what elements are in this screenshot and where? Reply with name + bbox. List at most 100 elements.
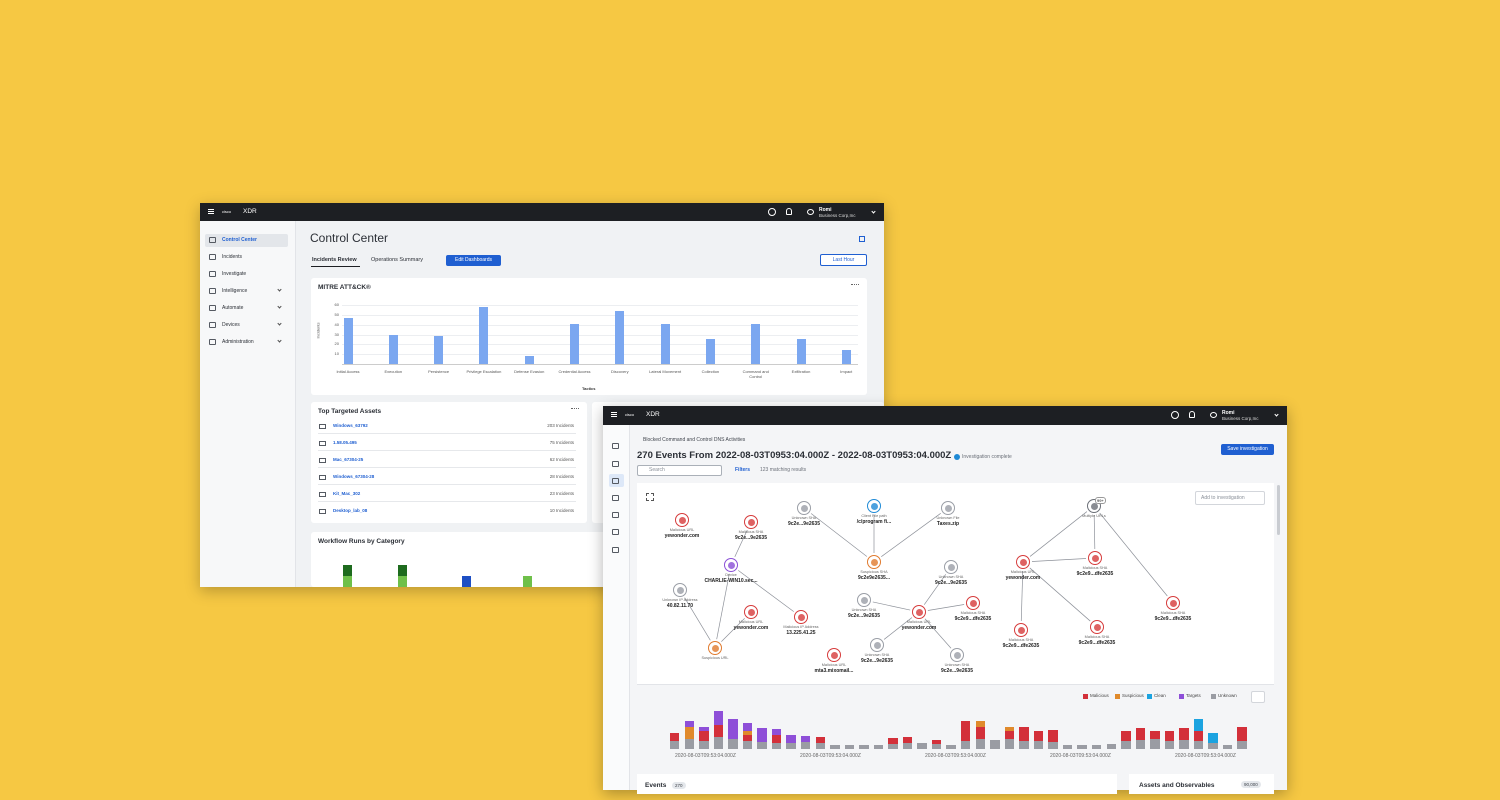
time-button[interactable]: Last Hour: [820, 254, 867, 266]
timeline-bar: [1033, 731, 1044, 741]
node-value[interactable]: 13.225.41.25: [786, 630, 816, 636]
nav-item[interactable]: Devices: [222, 322, 240, 328]
nav-item[interactable]: Investigate: [222, 271, 247, 277]
asset-name[interactable]: Windows_67304-28: [333, 474, 375, 479]
add-button[interactable]: Add to investigation: [1195, 491, 1265, 505]
nav-icon[interactable]: [612, 547, 619, 553]
asset-name[interactable]: Mac_67304-25: [333, 457, 364, 462]
asset-icon: [319, 509, 326, 514]
node-value[interactable]: 9c2e...9e2635: [848, 613, 880, 619]
nav-icon: [209, 288, 216, 294]
top-bar: [200, 203, 884, 221]
node-value[interactable]: 9c2e...9e2635: [935, 580, 967, 586]
menu-icon[interactable]: [208, 213, 214, 214]
card-title: Top Targeted Assets: [318, 408, 382, 415]
timeline-bar: [990, 740, 1000, 749]
asset-name[interactable]: Windows_63792: [333, 423, 368, 428]
x-tick-label: Collection: [701, 369, 720, 374]
asset-name[interactable]: 1.58.05.495: [333, 440, 357, 445]
node-value[interactable]: 9c2e9...dfe2635: [1076, 571, 1114, 577]
node-value[interactable]: 9c2e...9e2635: [788, 521, 820, 527]
nav-item[interactable]: Intelligence: [222, 288, 248, 294]
more-icon[interactable]: [851, 284, 859, 286]
timeline-bar: [800, 736, 811, 742]
menu-icon[interactable]: [611, 414, 617, 415]
x-tick-label: Command and Control: [742, 369, 769, 379]
timeline-bar: [1164, 731, 1175, 741]
node-label: Malicious URL: [821, 663, 847, 667]
menu-icon[interactable]: [208, 209, 214, 210]
timeline-bar: [873, 745, 884, 749]
time-label: 2020-08-03T09:53:04.000Z: [675, 753, 736, 759]
asset-name[interactable]: Desktop_lab_08: [333, 508, 368, 513]
nav-icon[interactable]: [612, 478, 619, 484]
timeline-bar: [1150, 739, 1160, 749]
node-value[interactable]: 40.82.11.70: [666, 603, 694, 609]
node-value[interactable]: Taxes.zip: [936, 521, 960, 527]
node-value[interactable]: yewonder.com: [733, 625, 769, 631]
workflow-bar: [462, 576, 471, 587]
user-icon[interactable]: [807, 209, 814, 215]
node-value[interactable]: CHARLIE-WIN10.sec...: [704, 578, 758, 584]
menu-icon[interactable]: [611, 416, 617, 417]
help-icon[interactable]: [1171, 411, 1179, 419]
nav-item[interactable]: Administration: [222, 339, 254, 345]
y-axis-label: Incidents: [315, 322, 321, 339]
collapse-button[interactable]: [1251, 691, 1265, 703]
timeline-bar: [1150, 731, 1160, 739]
nav-item[interactable]: Incidents: [222, 254, 243, 260]
help-icon[interactable]: [768, 208, 776, 216]
node-value[interactable]: yewonder.com: [1005, 575, 1041, 581]
timeline-bar: [670, 733, 680, 741]
node-value[interactable]: 9c2e...9e2635: [735, 535, 767, 541]
nav-icon[interactable]: [612, 495, 619, 501]
breadcrumb[interactable]: Blocked Command and Control DNS Activiti…: [643, 437, 746, 443]
node-value[interactable]: 9c2e9...dfe2635: [954, 616, 992, 622]
timeline-bar: [800, 742, 811, 749]
timeline-bar: [1193, 719, 1204, 731]
bell-icon[interactable]: [786, 208, 792, 215]
legend-swatch: [1147, 694, 1152, 699]
user-icon[interactable]: [1210, 412, 1217, 418]
timeline-bar: [975, 727, 985, 739]
asset-count: 203 Incidents: [547, 423, 574, 428]
filters[interactable]: Filters: [735, 467, 751, 473]
node-value[interactable]: /c/program fi...: [856, 519, 892, 525]
node-value[interactable]: 9c2e9...dfe2635: [1002, 643, 1040, 649]
tab[interactable]: Incidents Review: [312, 257, 357, 263]
search-box[interactable]: Search: [637, 465, 722, 476]
brand: cisco: [222, 209, 232, 214]
node-value[interactable]: 9c2e...9e2635: [861, 658, 893, 664]
nav-icon[interactable]: [612, 443, 619, 449]
menu-icon[interactable]: [611, 412, 617, 413]
node-value[interactable]: 9c2e9e2635...: [858, 575, 890, 581]
asset-name[interactable]: Kit_Mac_302: [333, 491, 361, 496]
tab[interactable]: Operations Summary: [371, 257, 423, 263]
expand-icon[interactable]: [859, 236, 865, 242]
nav-icon[interactable]: [612, 512, 619, 518]
node-value[interactable]: 9c2e9...dfe2635: [1154, 616, 1192, 622]
timeline-bar: [902, 737, 913, 743]
nav-item[interactable]: Automate: [222, 305, 244, 311]
menu-icon[interactable]: [208, 211, 214, 212]
nav-icon[interactable]: [612, 529, 619, 535]
node-value[interactable]: 9c2e9...dfe2635: [1078, 640, 1116, 646]
edit-button[interactable]: Edit Dashboards: [446, 255, 501, 266]
timeline-bar: [1019, 741, 1029, 749]
nav-item[interactable]: Control Center: [222, 237, 257, 243]
bell-icon[interactable]: [1189, 411, 1195, 418]
node-value[interactable]: 9c2e...9e2635: [941, 668, 973, 674]
save-button[interactable]: Save investigation: [1221, 444, 1274, 455]
node-value[interactable]: yewonder.com: [901, 625, 937, 631]
nav-icon: [209, 237, 216, 243]
more-icon[interactable]: [571, 408, 579, 410]
timeline-bar: [961, 721, 971, 741]
collapse-icon[interactable]: [646, 493, 654, 501]
node-value[interactable]: yewonder.com: [664, 533, 700, 539]
node-value[interactable]: mta3.mixomail...: [814, 668, 854, 674]
status: Investigation complete: [962, 454, 1012, 460]
timeline-bar: [1106, 744, 1116, 749]
timeline-bar: [684, 727, 694, 739]
nav-icon[interactable]: [612, 461, 619, 467]
x-tick-label: Initial Access: [336, 369, 360, 374]
